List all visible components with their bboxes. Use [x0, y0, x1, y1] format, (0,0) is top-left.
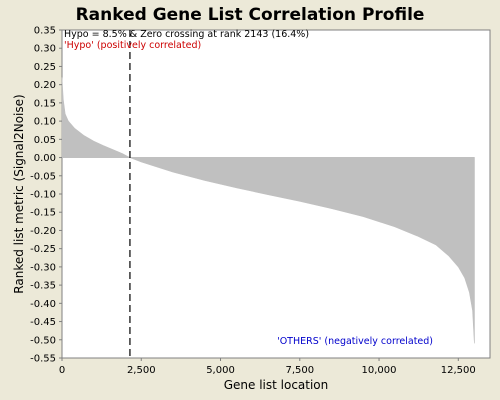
- y-tick-label: 0.05: [34, 135, 56, 146]
- y-axis-label: Ranked list metric (Signal2Noise): [12, 94, 26, 293]
- y-tick-label: 0.20: [34, 80, 56, 91]
- y-tick-label: -0.10: [30, 190, 56, 201]
- y-tick-label: 0.30: [34, 44, 56, 55]
- y-tick-label: -0.35: [30, 281, 56, 292]
- x-axis-label: Gene list location: [224, 378, 329, 392]
- zero-crossing-label: Hypo = 8.5% & Zero crossing at rank 2143…: [64, 29, 309, 40]
- y-tick-label: 0.35: [34, 26, 56, 37]
- y-tick-label: -0.15: [30, 208, 56, 219]
- y-tick-label: -0.55: [30, 354, 56, 365]
- y-tick-label: 0.25: [34, 62, 56, 73]
- y-tick-label: -0.45: [30, 317, 56, 328]
- y-tick-label: -0.05: [30, 171, 56, 182]
- positive-annotation: 'Hypo' (positively correlated): [64, 40, 201, 51]
- series-layer: [61, 77, 475, 344]
- y-tick-label: -0.30: [30, 262, 56, 273]
- y-tick-label: -0.20: [30, 226, 56, 237]
- series-area-0: [61, 77, 475, 344]
- y-tick-label: 0.10: [34, 117, 56, 128]
- x-tick-label: 5,000: [206, 365, 235, 376]
- negative-annotation: 'OTHERS' (negatively correlated): [277, 336, 433, 347]
- y-tick-label: -0.50: [30, 335, 56, 346]
- x-axis-ticks: 0 2,500 5,000 7,500 10,000 12,500: [59, 358, 476, 376]
- y-tick-label: 0.00: [34, 153, 56, 164]
- x-tick-label: 0: [59, 365, 65, 376]
- x-tick-label: 7,500: [285, 365, 314, 376]
- chart-title: Ranked Gene List Correlation Profile: [76, 5, 425, 25]
- y-tick-label: 0.15: [34, 98, 56, 109]
- x-tick-label: 12,500: [441, 365, 476, 376]
- x-tick-label: 2,500: [127, 365, 156, 376]
- x-tick-label: 10,000: [362, 365, 397, 376]
- y-tick-label: -0.40: [30, 299, 56, 310]
- y-axis-ticks: 0.35 0.30 0.25 0.20 0.15 0.10 0.05 0.00 -0.05 -0.…: [30, 26, 62, 365]
- y-tick-label: -0.25: [30, 244, 56, 255]
